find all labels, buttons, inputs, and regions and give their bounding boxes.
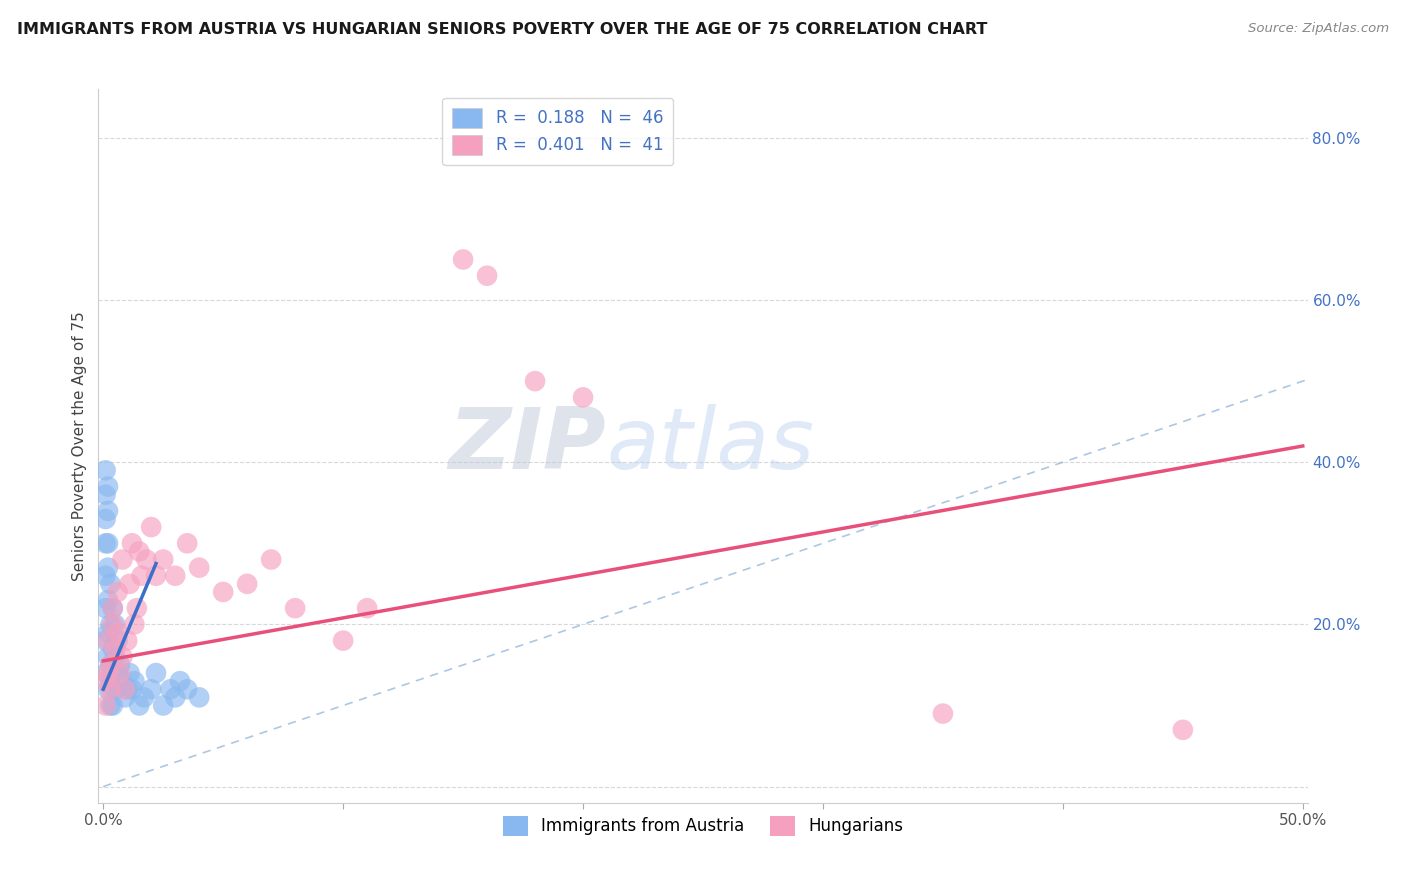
Point (141, 520, 163, 534)
Point (451, 252, 474, 267)
Point (108, 657, 131, 672)
Point (101, 674, 124, 689)
Point (111, 674, 134, 689)
Point (97, 625, 120, 640)
Point (94, 568, 117, 582)
Point (104, 649, 127, 664)
Point (94, 674, 117, 689)
Point (165, 568, 187, 582)
Point (524, 374, 547, 388)
Point (107, 666, 129, 681)
Legend: Immigrants from Austria, Hungarians: Immigrants from Austria, Hungarians (495, 807, 911, 845)
Point (115, 682, 138, 697)
Point (176, 536, 198, 550)
Point (94, 488, 117, 502)
Point (135, 552, 157, 566)
Point (111, 649, 134, 664)
Point (100, 682, 122, 697)
Point (97, 504, 120, 518)
Point (100, 657, 122, 672)
Point (94, 633, 117, 648)
Point (169, 674, 191, 689)
Point (97, 649, 120, 664)
Text: Source: ZipAtlas.com: Source: ZipAtlas.com (1249, 22, 1389, 36)
Point (101, 617, 124, 632)
Point (114, 682, 136, 697)
Point (97, 666, 120, 681)
Point (97, 593, 120, 607)
Point (115, 633, 138, 648)
Point (188, 690, 211, 705)
Text: IMMIGRANTS FROM AUSTRIA VS HUNGARIAN SENIORS POVERTY OVER THE AGE OF 75 CORRELAT: IMMIGRANTS FROM AUSTRIA VS HUNGARIAN SEN… (17, 22, 987, 37)
Y-axis label: Seniors Poverty Over the Age of 75: Seniors Poverty Over the Age of 75 (72, 311, 87, 581)
Point (152, 552, 174, 566)
Point (212, 585, 235, 599)
Point (94, 601, 117, 615)
Point (152, 698, 174, 713)
Point (97, 536, 120, 550)
Point (94, 512, 117, 526)
Point (572, 390, 595, 404)
Point (101, 601, 124, 615)
Point (101, 641, 124, 656)
Point (104, 682, 127, 697)
Point (236, 577, 259, 591)
Point (107, 633, 129, 648)
Point (165, 690, 187, 705)
Point (1171, 723, 1194, 737)
Point (118, 666, 141, 681)
Point (100, 698, 122, 713)
Point (97, 560, 120, 574)
Point (100, 577, 122, 591)
Point (104, 641, 127, 656)
Point (97, 682, 120, 697)
Point (932, 706, 955, 721)
Point (100, 617, 122, 632)
Point (124, 617, 146, 632)
Point (118, 577, 141, 591)
Point (145, 666, 167, 681)
Point (108, 666, 131, 681)
Point (97, 479, 120, 493)
Point (124, 674, 146, 689)
Point (141, 682, 163, 697)
Point (145, 568, 167, 582)
Point (159, 682, 181, 697)
Point (94, 536, 117, 550)
Point (128, 544, 150, 558)
Text: ZIP: ZIP (449, 404, 606, 488)
Point (94, 666, 117, 681)
Point (356, 601, 378, 615)
Point (128, 698, 150, 713)
Point (101, 601, 124, 615)
Point (332, 633, 354, 648)
Point (94, 463, 117, 477)
Point (176, 682, 198, 697)
Text: atlas: atlas (606, 404, 814, 488)
Point (107, 625, 129, 640)
Point (104, 617, 127, 632)
Point (97, 633, 120, 648)
Point (121, 536, 143, 550)
Point (475, 268, 498, 283)
Point (94, 698, 117, 713)
Point (107, 585, 129, 599)
Point (121, 682, 143, 697)
Point (188, 560, 211, 574)
Point (101, 698, 124, 713)
Point (131, 568, 153, 582)
Point (111, 552, 134, 566)
Point (125, 601, 148, 615)
Point (284, 601, 307, 615)
Point (132, 690, 155, 705)
Point (260, 552, 283, 566)
Point (100, 657, 122, 672)
Point (114, 690, 136, 705)
